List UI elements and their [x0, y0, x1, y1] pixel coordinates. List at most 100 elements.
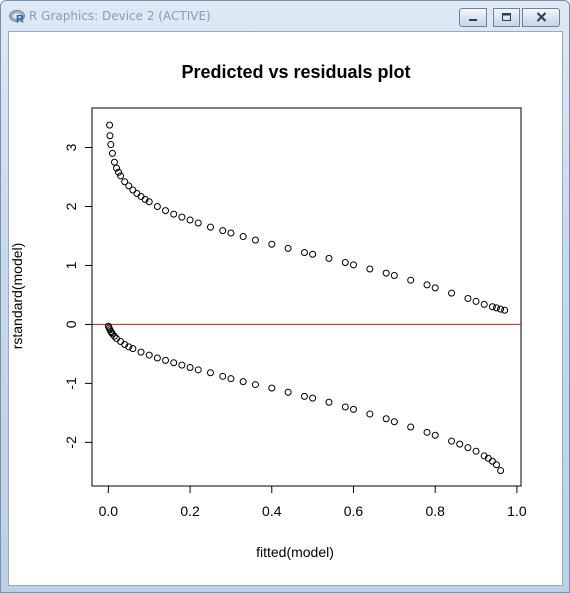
y-tick-label: 2	[63, 202, 79, 210]
data-point	[383, 270, 389, 276]
data-point	[408, 424, 414, 430]
data-point	[207, 224, 213, 230]
data-point	[134, 191, 140, 197]
plot-frame	[92, 108, 521, 486]
data-point	[171, 360, 177, 366]
plot-canvas-area: Predicted vs residuals plot 0.0 0.2 0.4 0.6…	[8, 31, 563, 586]
data-point	[449, 290, 455, 296]
data-point	[367, 411, 373, 417]
data-point	[489, 458, 495, 464]
data-point	[481, 301, 487, 307]
data-points	[105, 122, 507, 474]
x-tick-label: 0.4	[262, 503, 282, 519]
data-point	[502, 307, 508, 313]
y-tick-label: 3	[63, 143, 79, 151]
data-point	[457, 441, 463, 447]
data-point	[163, 357, 169, 363]
data-point	[187, 217, 193, 223]
y-tick-label: 0	[63, 320, 79, 328]
x-tick-label: 1.0	[507, 503, 527, 519]
data-point	[391, 419, 397, 425]
maximize-button[interactable]	[493, 8, 520, 27]
data-point	[220, 228, 226, 234]
data-point	[179, 214, 185, 220]
data-point	[465, 295, 471, 301]
data-point	[493, 305, 499, 311]
data-point	[498, 306, 504, 312]
data-point	[342, 404, 348, 410]
x-tick-label: 0.0	[99, 503, 119, 519]
data-point	[252, 237, 258, 243]
data-point	[493, 462, 499, 468]
data-point	[118, 339, 124, 345]
data-point	[310, 395, 316, 401]
close-icon	[536, 9, 547, 27]
data-point	[473, 448, 479, 454]
data-point	[138, 349, 144, 355]
close-button[interactable]	[522, 8, 560, 27]
data-point	[285, 245, 291, 251]
data-point	[424, 429, 430, 435]
x-tick-label: 0.2	[180, 503, 200, 519]
data-point	[350, 406, 356, 412]
data-point	[350, 262, 356, 268]
maximize-icon	[501, 9, 512, 27]
data-point	[269, 385, 275, 391]
data-point	[498, 468, 504, 474]
data-point	[111, 159, 117, 165]
data-point	[154, 203, 160, 209]
data-point	[107, 133, 113, 139]
data-point	[432, 432, 438, 438]
y-tick-label: 1	[63, 261, 79, 269]
window-title: R Graphics: Device 2 (ACTIVE)	[29, 9, 211, 23]
data-point	[240, 379, 246, 385]
data-point	[154, 355, 160, 361]
data-point	[432, 285, 438, 291]
minimize-button[interactable]	[459, 8, 487, 27]
data-point	[228, 230, 234, 236]
data-point	[107, 122, 113, 128]
data-point	[310, 251, 316, 257]
data-point	[285, 389, 291, 395]
data-point	[108, 142, 114, 148]
data-point	[207, 370, 213, 376]
data-point	[195, 220, 201, 226]
svg-text:R: R	[16, 14, 24, 25]
data-point	[367, 266, 373, 272]
data-point	[301, 393, 307, 399]
minimize-icon	[468, 9, 478, 27]
data-point	[187, 364, 193, 370]
data-point	[342, 260, 348, 266]
data-point	[408, 277, 414, 283]
y-axis-label: rstandard(model)	[9, 243, 25, 350]
y-tick-label: -2	[63, 436, 79, 449]
data-point	[326, 255, 332, 261]
data-point	[240, 234, 246, 240]
x-axis-label: fitted(model)	[256, 544, 334, 560]
data-point	[163, 208, 169, 214]
title-bar[interactable]: R R Graphics: Device 2 (ACTIVE)	[1, 1, 569, 31]
data-point	[228, 376, 234, 382]
data-point	[383, 416, 389, 422]
data-point	[449, 438, 455, 444]
data-point	[489, 304, 495, 310]
data-point	[473, 298, 479, 304]
chart-title: Predicted vs residuals plot	[181, 62, 410, 82]
x-axis: 0.0 0.2 0.4 0.6 0.8 1.0	[99, 486, 527, 519]
data-point	[109, 150, 115, 156]
x-tick-label: 0.8	[425, 503, 445, 519]
data-point	[195, 367, 201, 373]
data-point	[118, 173, 124, 179]
data-point	[220, 373, 226, 379]
data-point	[171, 211, 177, 217]
data-point	[465, 445, 471, 451]
data-point	[326, 399, 332, 405]
r-logo-icon: R	[9, 9, 26, 24]
y-tick-label: -1	[63, 377, 79, 390]
y-axis: -2 -1 0 1 2 3	[63, 143, 92, 448]
data-point	[179, 362, 185, 368]
data-point	[301, 249, 307, 255]
data-point	[252, 382, 258, 388]
data-point	[146, 352, 152, 358]
